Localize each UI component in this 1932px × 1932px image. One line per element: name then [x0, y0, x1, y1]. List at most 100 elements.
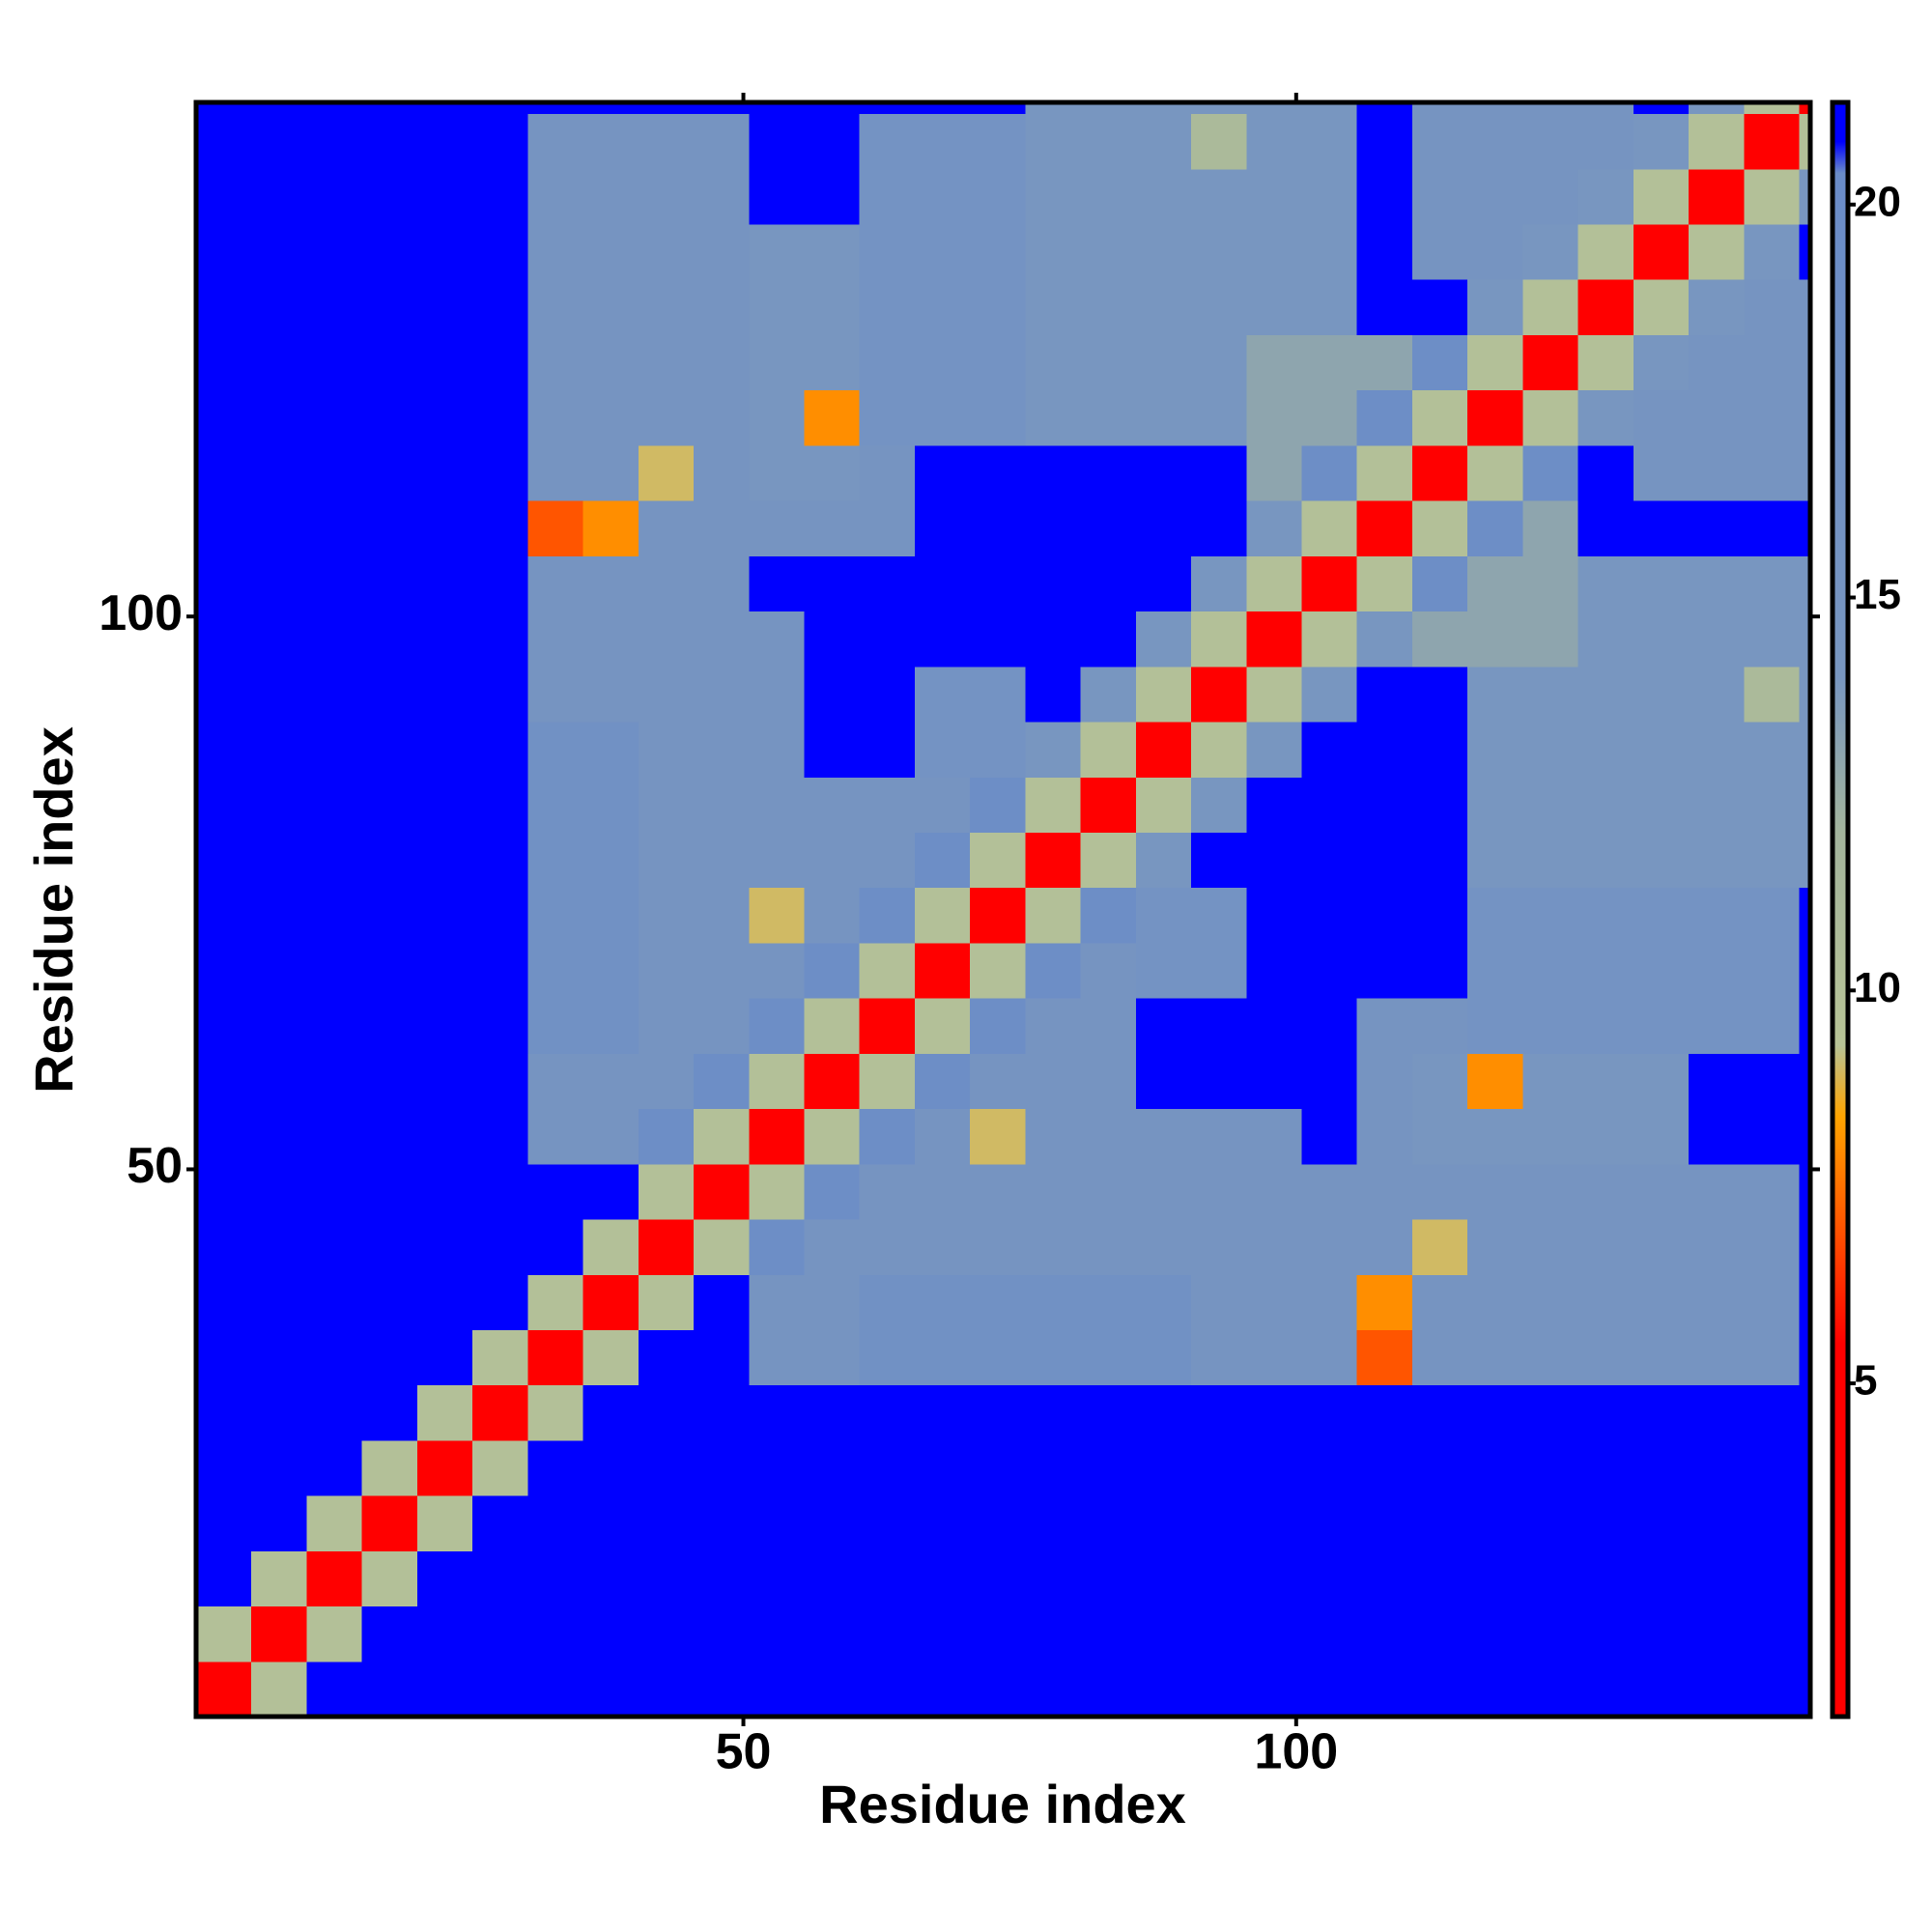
heatmap-cell [582, 279, 639, 335]
heatmap-cell [1025, 444, 1082, 501]
heatmap-cell [1522, 102, 1579, 115]
heatmap-cell [1025, 223, 1082, 280]
heatmap-cell [970, 1439, 1026, 1496]
heatmap-cell [1467, 998, 1524, 1054]
heatmap-cell [306, 1108, 363, 1165]
heatmap-cell [1633, 555, 1690, 612]
heatmap-cell [416, 444, 473, 501]
heatmap-cell [527, 832, 584, 889]
heatmap-cell [1744, 998, 1801, 1054]
heatmap-cell [749, 832, 806, 889]
heatmap-cell [416, 777, 473, 833]
heatmap-cell [1689, 1053, 1745, 1110]
heatmap-cell [1799, 887, 1810, 944]
heatmap-cell [1577, 777, 1634, 833]
heatmap-cell [251, 777, 308, 833]
heatmap-cell [1467, 832, 1524, 889]
heatmap-cell [306, 832, 363, 889]
heatmap-cell [361, 1163, 418, 1220]
heatmap-cell [361, 942, 418, 999]
heatmap-cell [749, 102, 806, 115]
heatmap-cell [1080, 1329, 1137, 1386]
heatmap-cell [1522, 1329, 1579, 1386]
heatmap-cell [1411, 223, 1468, 280]
heatmap-cell [361, 1495, 418, 1551]
heatmap-cell [638, 223, 695, 280]
heatmap-cell [914, 102, 971, 115]
heatmap-cell [1025, 389, 1082, 446]
heatmap-cell [749, 1495, 806, 1551]
heatmap-cell [1577, 1384, 1634, 1441]
heatmap-cell [694, 1108, 750, 1165]
heatmap-cell [914, 1495, 971, 1551]
heatmap-cell [1411, 1661, 1468, 1717]
heatmap-cell [804, 887, 861, 944]
heatmap-cell [638, 942, 695, 999]
heatmap-cell [1577, 389, 1634, 446]
heatmap-cell [472, 334, 528, 391]
heatmap-cell [1246, 1439, 1303, 1496]
heatmap-cell [1522, 113, 1579, 170]
heatmap-cell [1799, 1661, 1810, 1717]
heatmap-cell [1411, 942, 1468, 999]
heatmap-cell [361, 444, 418, 501]
heatmap-cell [1411, 113, 1468, 170]
colorbar-tick-label: 10 [1854, 964, 1901, 1011]
heatmap-cell [694, 279, 750, 335]
heatmap-cell [472, 1108, 528, 1165]
heatmap-cell [914, 1550, 971, 1607]
heatmap-cell [1025, 334, 1082, 391]
heatmap-cell [1301, 1053, 1358, 1110]
heatmap-cell [1411, 611, 1468, 668]
heatmap-cell [638, 555, 695, 612]
heatmap-cell [196, 223, 252, 280]
heatmap-cell [804, 168, 861, 225]
heatmap-cell [1633, 168, 1690, 225]
heatmap-cell [1633, 721, 1690, 778]
heatmap-cell [638, 777, 695, 833]
heatmap-cell [416, 1605, 473, 1662]
heatmap-cell [638, 102, 695, 115]
heatmap-cell [970, 1661, 1026, 1717]
heatmap-cell [1080, 168, 1137, 225]
heatmap-cell [472, 102, 528, 115]
heatmap-cell [1522, 1218, 1579, 1275]
heatmap-cell [1356, 887, 1413, 944]
heatmap-cell [1799, 832, 1810, 889]
heatmap-cell [306, 555, 363, 612]
heatmap-cell [582, 1661, 639, 1717]
heatmap-cell [914, 887, 971, 944]
heatmap-cell [859, 334, 916, 391]
heatmap-cell [1246, 1163, 1303, 1220]
heatmap-cell [638, 334, 695, 391]
heatmap-cell [1467, 1495, 1524, 1551]
heatmap-cell [749, 1605, 806, 1662]
heatmap-cell [306, 721, 363, 778]
heatmap-cell [1689, 555, 1745, 612]
heatmap-cell [694, 389, 750, 446]
heatmap-cell [196, 832, 252, 889]
heatmap-cell [804, 1163, 861, 1220]
heatmap-cell [1301, 611, 1358, 668]
heatmap-cell [1633, 1274, 1690, 1331]
heatmap-cell [1135, 1605, 1192, 1662]
heatmap-cell [749, 1384, 806, 1441]
heatmap-cell [582, 998, 639, 1054]
heatmap-cell [1246, 113, 1303, 170]
heatmap-cell [1744, 1274, 1801, 1331]
heatmap-cell [1356, 998, 1413, 1054]
heatmap-cell [970, 721, 1026, 778]
heatmap-cell [859, 1495, 916, 1551]
heatmap-cell [1633, 1661, 1690, 1717]
heatmap-cell [1191, 500, 1247, 556]
heatmap-cell [859, 444, 916, 501]
heatmap-cell [527, 389, 584, 446]
heatmap-cell [1301, 777, 1358, 833]
heatmap-cell [361, 500, 418, 556]
heatmap-cell [749, 1550, 806, 1607]
heatmap-cell [1411, 1218, 1468, 1275]
heatmap-cell [1025, 832, 1082, 889]
heatmap-cell [527, 1495, 584, 1551]
heatmap-cell [970, 1053, 1026, 1110]
heatmap-cell [1799, 555, 1810, 612]
